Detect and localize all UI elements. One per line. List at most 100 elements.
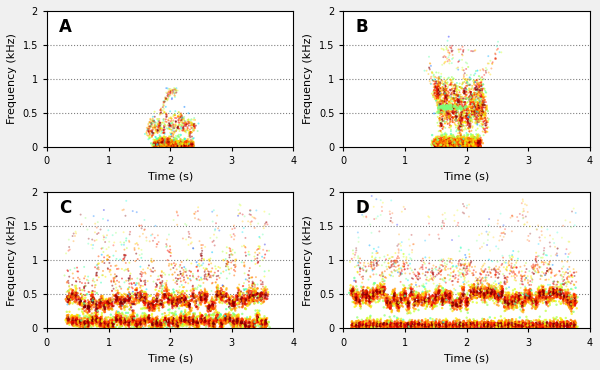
Point <box>434 92 444 98</box>
Point <box>241 253 251 259</box>
Point <box>456 142 466 148</box>
Point <box>511 323 521 329</box>
Point <box>562 291 571 297</box>
Point <box>471 118 481 124</box>
Point <box>473 281 482 287</box>
Point <box>554 286 563 292</box>
Point <box>499 292 509 298</box>
Point <box>373 320 382 326</box>
Point <box>192 304 202 310</box>
Point <box>435 323 445 329</box>
Point <box>168 321 178 327</box>
Point <box>561 319 571 325</box>
Point <box>412 275 422 281</box>
Point <box>157 280 167 286</box>
Point <box>470 264 480 270</box>
Point <box>400 293 409 299</box>
Point <box>463 113 473 119</box>
Point <box>91 315 100 321</box>
Point <box>465 325 475 331</box>
Point <box>79 305 89 310</box>
Point <box>163 290 173 296</box>
Point <box>465 297 475 303</box>
Point <box>436 101 445 107</box>
Point <box>455 139 464 145</box>
Point <box>435 142 445 148</box>
Point <box>71 320 80 326</box>
Point <box>157 299 166 305</box>
Point <box>470 109 479 115</box>
Point <box>451 125 461 131</box>
Point <box>432 93 442 99</box>
Point <box>172 316 182 322</box>
Point <box>91 322 101 327</box>
Point <box>169 85 179 91</box>
Point <box>384 301 394 307</box>
Point <box>127 299 137 305</box>
Point <box>73 275 83 280</box>
Point <box>77 221 86 227</box>
Point <box>425 304 435 310</box>
Point <box>501 260 511 266</box>
Point <box>124 285 133 290</box>
Point <box>483 287 493 293</box>
Point <box>134 293 144 299</box>
Point <box>472 141 481 147</box>
Point <box>466 142 475 148</box>
Point <box>550 289 559 295</box>
Point <box>456 100 466 105</box>
Point <box>88 318 98 324</box>
Point <box>432 137 442 143</box>
Point <box>241 295 250 301</box>
Point <box>531 297 541 303</box>
Point <box>469 285 478 291</box>
Point <box>401 295 411 301</box>
Point <box>173 320 182 326</box>
Point <box>457 139 467 145</box>
Point <box>79 302 89 307</box>
Point <box>151 142 160 148</box>
Point <box>512 293 522 299</box>
Point <box>136 276 145 282</box>
Point <box>237 322 247 327</box>
Point <box>65 286 75 292</box>
Point <box>150 304 160 310</box>
Point <box>235 299 244 305</box>
Point <box>465 86 475 92</box>
Point <box>484 295 494 300</box>
Point <box>435 138 445 144</box>
Point <box>169 144 179 149</box>
Point <box>209 297 218 303</box>
Point <box>431 142 440 148</box>
Point <box>463 117 473 123</box>
Point <box>180 318 190 324</box>
Point <box>206 304 215 310</box>
Point <box>463 81 472 87</box>
Point <box>382 320 392 326</box>
Point <box>439 293 449 299</box>
Point <box>224 316 233 322</box>
Point <box>410 319 420 325</box>
Point <box>132 296 142 302</box>
Point <box>549 290 559 296</box>
Point <box>367 257 377 263</box>
Point <box>557 289 566 295</box>
Point <box>212 315 221 321</box>
Point <box>506 268 515 273</box>
Point <box>181 236 191 242</box>
Point <box>254 317 264 323</box>
Point <box>423 321 433 327</box>
Point <box>441 138 451 144</box>
Point <box>436 142 445 148</box>
Point <box>167 124 176 130</box>
Point <box>440 293 450 299</box>
Point <box>178 315 187 321</box>
Point <box>453 118 463 124</box>
Point <box>229 302 239 307</box>
Point <box>72 315 82 321</box>
Point <box>553 279 562 285</box>
Point <box>437 295 447 301</box>
Point <box>350 320 359 326</box>
Point <box>185 298 194 304</box>
Point <box>495 49 505 55</box>
